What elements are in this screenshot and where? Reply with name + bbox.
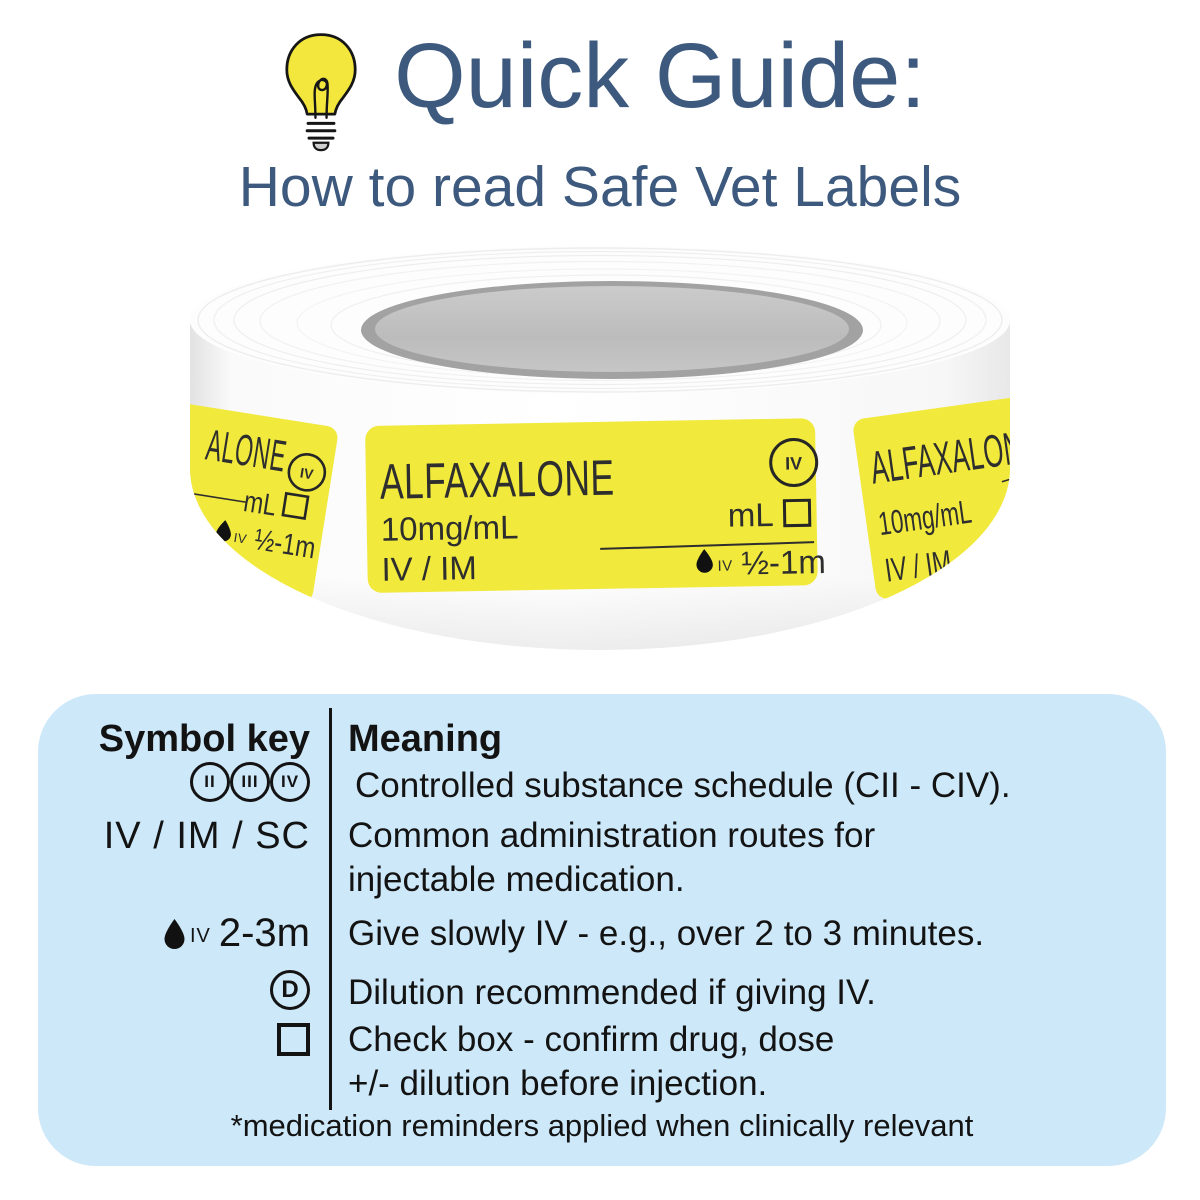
symbol-key-panel: Symbol key Meaning II III IV Controlled … bbox=[38, 694, 1166, 1166]
row-controlled-substance: II III IV Controlled substance schedule … bbox=[38, 762, 1166, 810]
page-title: Quick Guide: bbox=[394, 25, 926, 127]
lightbulb-icon bbox=[285, 33, 357, 152]
meaning-controlled-substance: Controlled substance schedule (CII - CIV… bbox=[355, 766, 1011, 805]
row-check-box: Check box - confirm drug, dose +/- dilut… bbox=[38, 1018, 1166, 1106]
droplet-rate-label: 2-3m bbox=[218, 911, 310, 955]
right-label-routes: IV / IM bbox=[883, 544, 954, 590]
meaning-header: Meaning bbox=[348, 718, 503, 760]
row-dilution: D Dilution recommended if giving IV. bbox=[38, 970, 1166, 1016]
header: Quick Guide: How to read Safe Vet Labels bbox=[0, 22, 1200, 219]
schedule-ii-icon: II bbox=[190, 762, 230, 802]
footnote: *medication reminders applied when clini… bbox=[230, 1108, 974, 1143]
meaning-admin-routes: Common administration routes for injecta… bbox=[348, 816, 876, 899]
label-right-partial: ALFAXALON 10mg/mL IV / IM bbox=[853, 388, 1010, 599]
symbol-key-table: Symbol key Meaning II III IV Controlled … bbox=[38, 716, 1166, 1106]
title-row: Quick Guide: bbox=[0, 22, 1200, 152]
left-label-rate-route: IV bbox=[233, 530, 248, 547]
row-give-slowly: IV 2-3m Give slowly IV - e.g., over 2 to… bbox=[38, 911, 1166, 957]
label-center: ALFAXALONE IV 10mg/mL mL IV ½-1m IV / IM bbox=[365, 418, 826, 593]
label-left-partial: ALONE IV mL IV ½-1m bbox=[190, 380, 338, 602]
center-label-schedule: IV bbox=[785, 453, 802, 473]
center-label-unit: mL bbox=[727, 496, 773, 534]
meaning-give-slowly: Give slowly IV - e.g., over 2 to 3 minut… bbox=[348, 914, 985, 953]
roll-core-hole bbox=[375, 286, 849, 372]
routes-symbol: IV / IM / SC bbox=[103, 815, 310, 857]
schedule-iv-icon: IV bbox=[270, 762, 310, 802]
meaning-dilution: Dilution recommended if giving IV. bbox=[348, 973, 876, 1012]
center-label-strength: 10mg/mL bbox=[380, 508, 518, 547]
table-header-row: Symbol key Meaning bbox=[38, 716, 1166, 762]
label-roll-image: ALONE IV mL IV ½-1m ALFAXALONE IV 10 bbox=[184, 238, 1016, 658]
meaning-check-box: Check box - confirm drug, dose +/- dilut… bbox=[348, 1020, 835, 1103]
droplet-icon bbox=[164, 918, 185, 949]
dilution-icon: D bbox=[270, 970, 310, 1010]
center-label-name: ALFAXALONE bbox=[380, 451, 615, 510]
schedule-iii-icon: III bbox=[230, 762, 270, 802]
left-label-schedule: IV bbox=[299, 464, 315, 482]
label-roll-illustration: ALONE IV mL IV ½-1m ALFAXALONE IV 10 bbox=[190, 246, 1010, 650]
symbol-key-header: Symbol key bbox=[98, 718, 310, 760]
column-divider bbox=[329, 708, 332, 1110]
row-admin-routes: IV / IM / SC Common administration route… bbox=[38, 814, 1166, 902]
center-label-routes: IV / IM bbox=[381, 549, 477, 588]
center-label-rate-route: IV bbox=[717, 558, 732, 575]
page-subtitle: How to read Safe Vet Labels bbox=[238, 155, 962, 219]
left-label-unit: mL bbox=[242, 484, 279, 522]
checkbox-icon bbox=[277, 1023, 310, 1056]
center-label-rate: ½-1m bbox=[741, 543, 826, 581]
droplet-route-label: IV bbox=[189, 925, 211, 947]
